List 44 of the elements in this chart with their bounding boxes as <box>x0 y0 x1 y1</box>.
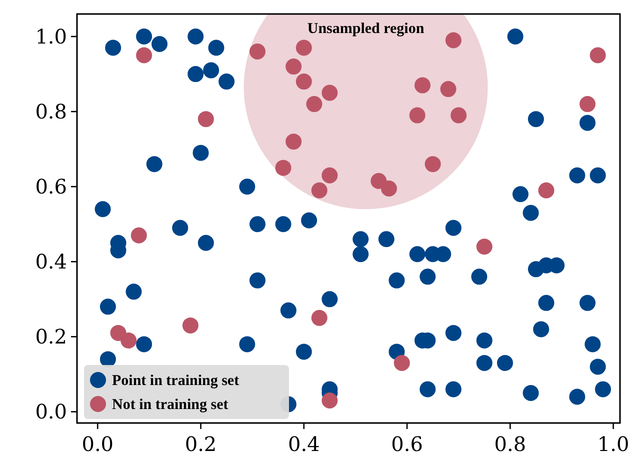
point <box>322 84 338 101</box>
y-tick-label: 0.8 <box>35 100 67 124</box>
point <box>286 58 302 75</box>
x-tick-label: 1.0 <box>597 432 630 456</box>
point <box>322 167 338 184</box>
y-tick-label: 0.4 <box>35 250 67 274</box>
y-tick-label: 0.6 <box>35 174 67 199</box>
point <box>136 47 152 64</box>
point <box>450 107 467 124</box>
x-tick-label: 0.8 <box>494 432 526 456</box>
point <box>130 227 147 244</box>
y-tick-label: 0.2 <box>35 324 67 349</box>
point <box>380 180 397 196</box>
legend-label: Not in training set <box>112 397 228 413</box>
point <box>440 81 456 98</box>
point <box>538 182 554 198</box>
point <box>424 156 441 172</box>
point <box>286 134 302 150</box>
x-tick-label: 0.2 <box>184 432 217 456</box>
point <box>311 310 328 326</box>
point <box>182 317 198 334</box>
point <box>296 40 312 56</box>
annotation: Unsampled region <box>307 21 425 37</box>
x-tick-label: 0.4 <box>288 432 320 456</box>
point <box>306 96 322 112</box>
point <box>120 332 137 348</box>
point <box>311 182 328 198</box>
y-tick-label: 0.0 <box>35 400 67 424</box>
legend-label: Point in training set <box>112 373 240 389</box>
point <box>322 392 338 408</box>
point <box>476 238 492 255</box>
point <box>296 74 312 90</box>
x-tick-label: 0.6 <box>391 432 423 456</box>
y-tick-label: 1.0 <box>35 24 67 49</box>
point <box>409 107 426 124</box>
point <box>445 32 462 48</box>
point <box>249 44 266 60</box>
point <box>580 96 596 112</box>
x-tick-label: 0.0 <box>82 432 114 456</box>
point <box>198 111 214 128</box>
point <box>275 160 292 176</box>
point <box>590 47 606 64</box>
point <box>414 77 430 94</box>
point <box>394 354 410 371</box>
